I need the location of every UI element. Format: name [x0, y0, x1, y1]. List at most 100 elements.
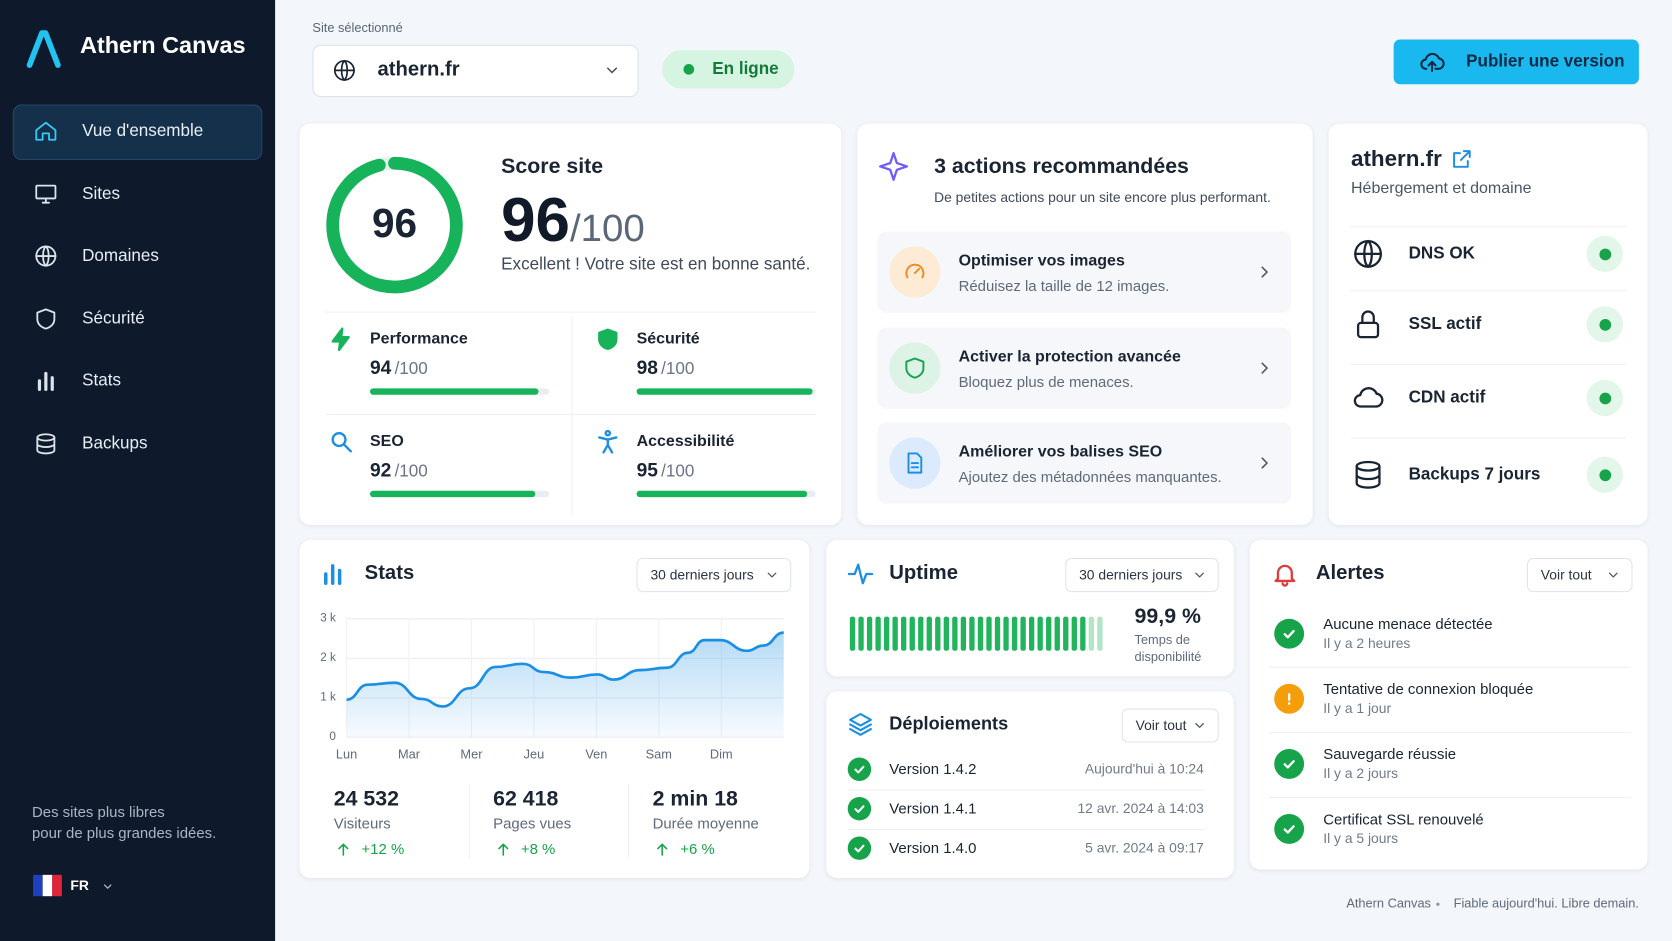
tagline: pour de plus grandes idées.	[31, 824, 217, 842]
status-dot	[1598, 318, 1611, 331]
icon	[1351, 307, 1385, 341]
icon-part	[854, 805, 865, 813]
status-dot	[1598, 248, 1611, 260]
alerts-title: Alertes	[1315, 561, 1385, 585]
icon	[33, 243, 59, 269]
uptime-bar	[943, 616, 950, 651]
uptime-bar	[1054, 616, 1060, 651]
icon-part	[849, 712, 872, 727]
icon-part	[879, 151, 909, 181]
icon	[33, 118, 59, 144]
icon-part	[36, 433, 56, 442]
icon	[1351, 237, 1385, 271]
site-label: Site sélectionné	[312, 20, 403, 35]
divider	[1268, 666, 1631, 668]
dropdown-label: Voir tout	[1135, 717, 1187, 734]
x-tick-label: Jeu	[523, 746, 545, 762]
nav-item[interactable]: Sécurité	[82, 309, 145, 328]
uptime-bar	[977, 616, 984, 651]
check-icon-bg	[847, 836, 872, 860]
flag-red	[52, 874, 62, 897]
metric-name: Performance	[370, 329, 468, 348]
icon-part	[1420, 52, 1445, 70]
nav-item[interactable]: Backups	[82, 434, 148, 453]
icon	[328, 326, 354, 352]
action-item[interactable]	[877, 327, 1292, 409]
icon	[1450, 147, 1473, 170]
nav-item[interactable]: Domaines	[82, 247, 159, 266]
divider	[847, 828, 1205, 831]
icon	[1278, 818, 1299, 839]
icon-part	[37, 372, 54, 392]
x-tick-label: Ven	[585, 746, 608, 762]
icon-part	[847, 563, 874, 585]
actions-subtitle: De petites actions pour un site encore p…	[934, 189, 1271, 206]
language: FR	[70, 877, 89, 894]
metric-value: 92/100	[370, 460, 428, 480]
icon	[847, 560, 875, 588]
icon	[765, 568, 780, 583]
icon-part	[1283, 760, 1295, 769]
dropdown[interactable]	[1065, 557, 1219, 593]
icon	[1255, 453, 1274, 472]
alert-title: Tentative de connexion bloquée	[1323, 680, 1534, 698]
nav-item[interactable]: Stats	[82, 372, 121, 391]
icon	[902, 259, 928, 285]
uptime-bar	[883, 616, 890, 651]
action-description: Ajoutez des métadonnées manquantes.	[958, 467, 1222, 486]
score-max: /100	[569, 205, 645, 250]
progress-bar	[636, 388, 813, 395]
alert-icon-bg	[1274, 814, 1305, 844]
deploy-version: Version 1.4.2	[889, 760, 977, 778]
divider	[1351, 226, 1627, 228]
icon	[22, 28, 65, 71]
icon	[332, 58, 358, 84]
nav-item[interactable]: Vue d'ensemble	[82, 122, 204, 141]
summary-label: Durée moyenne	[652, 814, 759, 832]
summary-value: 62 418	[493, 787, 559, 811]
icon-part	[103, 884, 112, 889]
y-tick-label: 2 k	[320, 651, 336, 665]
icon-part	[1283, 629, 1295, 639]
uptime-bar	[994, 616, 1001, 651]
metric-max: /100	[661, 360, 695, 379]
deployments-title: Déploiements	[889, 713, 1009, 734]
icon-part	[1353, 387, 1384, 408]
tagline: Des sites plus libres	[31, 802, 165, 821]
icon-part	[767, 572, 777, 578]
alert-time: Il y a 5 jours	[1323, 830, 1399, 847]
icon-part	[1453, 150, 1471, 168]
icon	[1278, 753, 1299, 774]
alert-time: Il y a 2 jours	[1323, 765, 1399, 782]
site-select[interactable]	[312, 44, 639, 98]
icon	[902, 355, 928, 381]
alert-title: Aucune menace détectée	[1323, 615, 1493, 633]
icon	[1278, 688, 1299, 709]
deploy-date: 12 avr. 2024 à 14:03	[1077, 800, 1204, 817]
check-icon-bg	[847, 796, 872, 821]
icon-part	[598, 328, 618, 351]
action-description: Réduisez la taille de 12 images.	[958, 276, 1170, 295]
nav-active[interactable]	[12, 104, 263, 161]
icon-part	[657, 843, 668, 856]
icon-part	[847, 563, 874, 585]
uptime-bar	[1046, 616, 1052, 651]
icon	[654, 841, 671, 858]
action-item[interactable]	[877, 422, 1292, 504]
flag-blue	[33, 874, 43, 897]
alert-time: Il y a 1 jour	[1323, 700, 1392, 717]
icon-part	[1288, 693, 1291, 705]
dropdown[interactable]	[636, 557, 792, 593]
icon-part	[338, 843, 349, 856]
action-item[interactable]	[877, 231, 1292, 313]
icon-part	[331, 327, 350, 352]
dropdown[interactable]	[1121, 708, 1219, 743]
icon	[1278, 623, 1299, 644]
icon-part	[1608, 572, 1618, 578]
publish-button[interactable]	[1393, 39, 1639, 85]
icon-part	[36, 308, 56, 330]
icon-part	[1283, 629, 1295, 639]
icon	[1192, 568, 1207, 583]
nav-item[interactable]: Sites	[82, 184, 121, 203]
icon-part	[1195, 723, 1204, 728]
